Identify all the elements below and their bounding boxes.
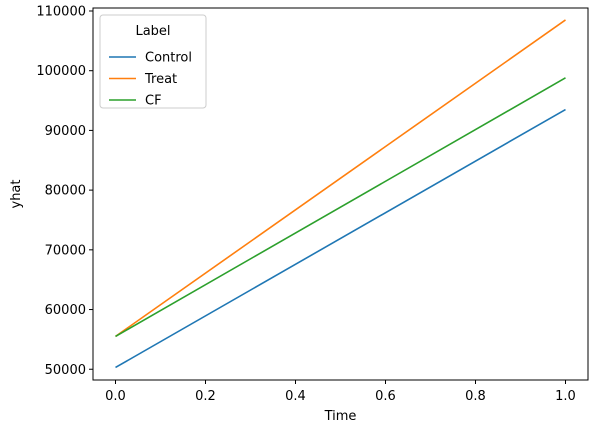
- y-tick-label: 80000: [45, 184, 86, 199]
- y-axis-title: yhat: [9, 180, 24, 209]
- y-tick-label: 60000: [45, 303, 86, 318]
- legend-label-treat: Treat: [144, 72, 177, 87]
- x-tick-label: 1.0: [555, 389, 576, 404]
- x-tick-label: 0.6: [375, 389, 396, 404]
- legend-label-cf: CF: [145, 94, 162, 109]
- series-layer: [115, 19, 566, 369]
- y-tick-label: 50000: [45, 363, 86, 378]
- series-line-cf: [115, 77, 566, 338]
- y-tick-label: 100000: [36, 64, 86, 79]
- y-tick-label: 110000: [36, 4, 86, 19]
- y-tick-label: 70000: [45, 243, 86, 258]
- x-tick-label: 0.4: [285, 389, 306, 404]
- plot-frame: [92, 7, 589, 381]
- legend-title: Label: [135, 24, 170, 39]
- series-line-treat: [115, 19, 566, 338]
- series-line-control: [115, 108, 566, 369]
- x-tick-label: 0.0: [105, 389, 126, 404]
- y-tick-label: 90000: [45, 124, 86, 139]
- legend: Label Control Treat CF: [99, 14, 207, 109]
- legend-label-control: Control: [145, 51, 192, 66]
- x-axis-title: Time: [324, 409, 357, 424]
- x-tick-label: 0.2: [195, 389, 216, 404]
- x-tick-label: 0.8: [465, 389, 486, 404]
- y-axis-ticks: 50000 60000 70000 80000 90000 100000 110000: [36, 4, 93, 378]
- x-axis-ticks: 0.0 0.2 0.4 0.6 0.8 1.0: [105, 380, 576, 404]
- legend-box: [99, 14, 207, 109]
